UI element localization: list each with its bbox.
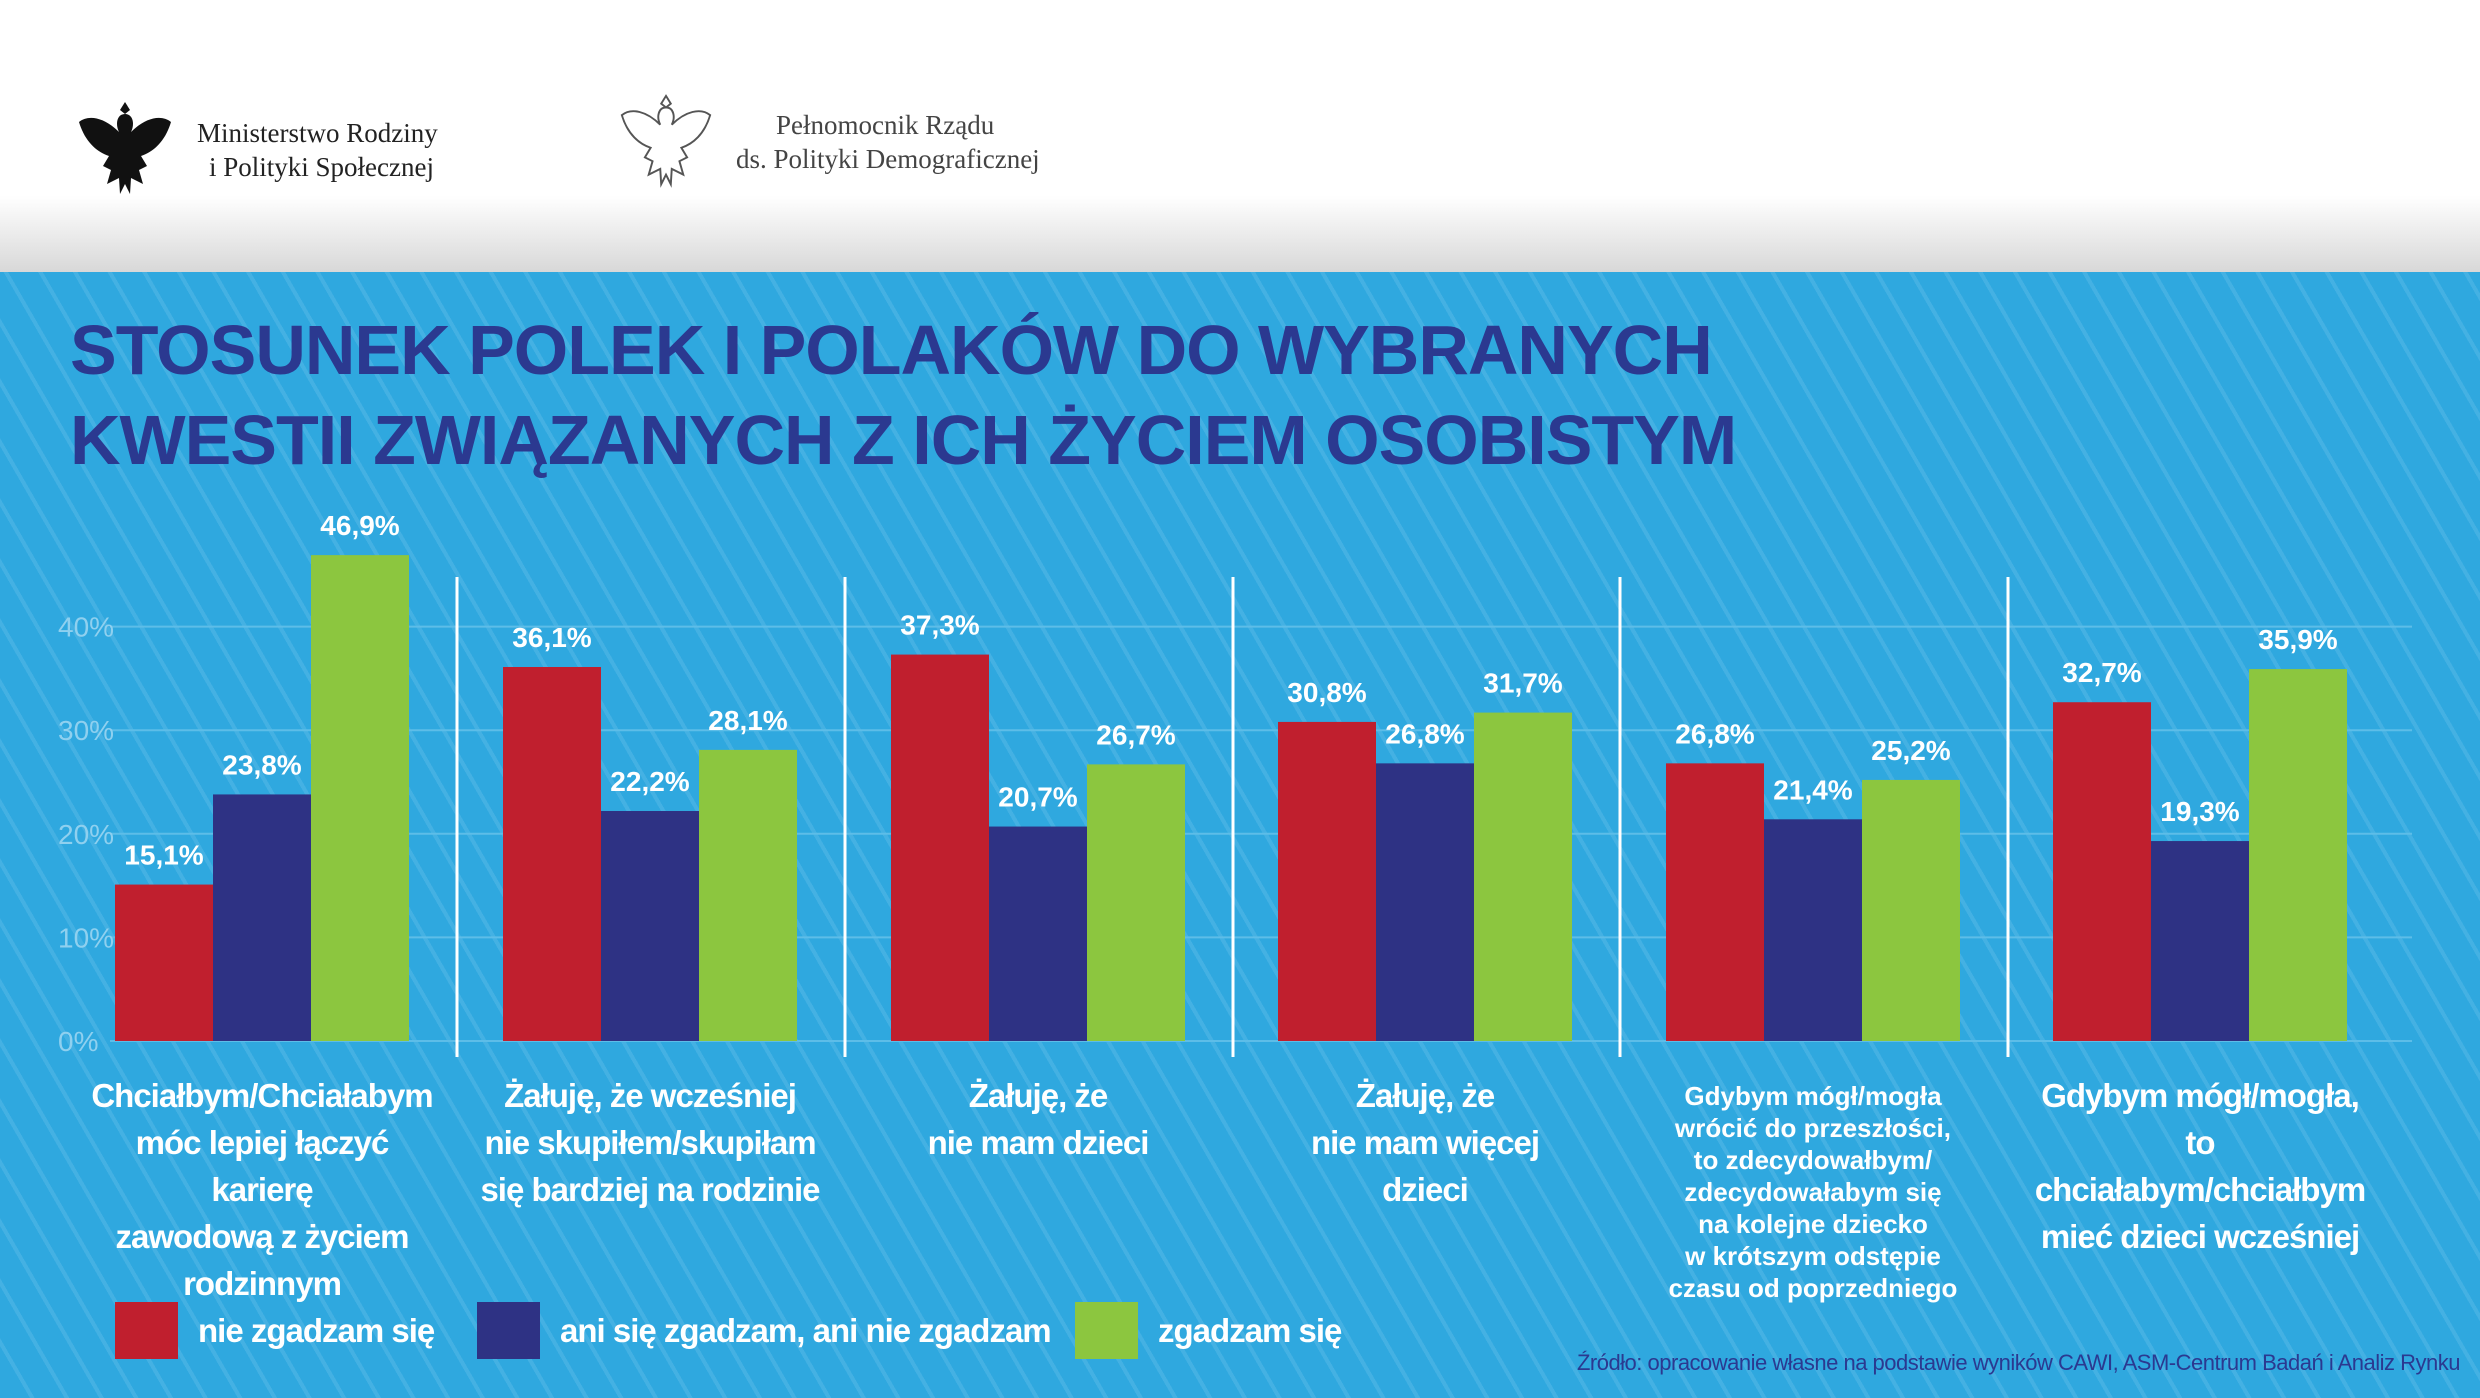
data-label: 26,8% (1385, 718, 1464, 749)
plenipotentiary-logo: Pełnomocnik Rządu ds. Polityki Demografi… (618, 90, 1040, 194)
page-title: STOSUNEK POLEK I POLAKÓW DO WYBRANYCH KW… (70, 305, 1737, 485)
data-label: 26,8% (1675, 718, 1754, 749)
data-label: 46,9% (320, 510, 399, 541)
bar (115, 884, 213, 1041)
legend-item-disagree: nie zgadzam się (115, 1302, 435, 1359)
data-label: 23,8% (222, 749, 301, 780)
data-label: 20,7% (998, 782, 1077, 813)
bar (1764, 819, 1862, 1041)
legend-label: ani się zgadzam, ani nie zgadzam (560, 1311, 1052, 1349)
bar (1278, 721, 1376, 1041)
plenipotentiary-name-line1: Pełnomocnik Rządu (776, 110, 995, 140)
data-label: 28,1% (708, 705, 787, 736)
ministry-name-line2: i Polityki Społecznej (209, 152, 434, 182)
data-label: 35,9% (2258, 624, 2337, 655)
eagle-emblem-icon (620, 94, 712, 188)
bar (989, 826, 1087, 1041)
title-line1: STOSUNEK POLEK I POLAKÓW DO WYBRANYCH (70, 311, 1713, 389)
y-tick-label: 10% (58, 922, 114, 953)
y-tick-label: 30% (58, 715, 114, 746)
bar (1376, 763, 1474, 1041)
bar (1474, 712, 1572, 1041)
bar (601, 811, 699, 1041)
legend-label: nie zgadzam się (198, 1311, 435, 1349)
source-note: Źródło: opracowanie własne na podstawie … (1576, 1350, 2461, 1375)
ministry-logo: Ministerstwo Rodziny i Polityki Społeczn… (75, 98, 438, 202)
legend-swatch-green (1075, 1302, 1138, 1359)
category-label: Gdybym mógł/mogła wrócić do przeszłości,… (1668, 1081, 1958, 1303)
category-label: Żałuję, że nie mam dzieci (927, 1077, 1150, 1161)
bar (699, 749, 797, 1041)
legend-label: zgadzam się (1158, 1311, 1342, 1349)
legend-swatch-navy (477, 1302, 540, 1359)
plenipotentiary-name-line2: ds. Polityki Demograficznej (736, 144, 1040, 174)
y-tick-label: 0% (58, 1026, 98, 1057)
category-label: Żałuję, że wcześniej nie skupiłem/skupił… (480, 1077, 820, 1208)
legend-item-agree: zgadzam się (1075, 1302, 1342, 1359)
data-label: 32,7% (2062, 657, 2141, 688)
header: Ministerstwo Rodziny i Polityki Społeczn… (0, 0, 2480, 272)
data-label: 22,2% (610, 766, 689, 797)
ministry-name-line1: Ministerstwo Rodziny (197, 118, 438, 148)
data-label: 36,1% (512, 622, 591, 653)
bar (1087, 764, 1185, 1041)
bar (2249, 669, 2347, 1041)
category-label: Chciałbym/Chciałabym móc lepiej łączyć k… (91, 1077, 433, 1302)
y-tick-label: 40% (58, 612, 114, 643)
data-label: 19,3% (2160, 796, 2239, 827)
bar (1862, 779, 1960, 1041)
data-label: 25,2% (1871, 735, 1950, 766)
data-label: 31,7% (1483, 668, 1562, 699)
eagle-emblem-icon (79, 102, 171, 194)
y-tick-label: 20% (58, 819, 114, 850)
bar (503, 667, 601, 1041)
bar (2053, 702, 2151, 1041)
bar (213, 794, 311, 1041)
data-label: 37,3% (900, 610, 979, 641)
data-label: 15,1% (124, 840, 203, 871)
bar (1666, 763, 1764, 1041)
legend-item-neutral: ani się zgadzam, ani nie zgadzam (477, 1302, 1052, 1359)
legend-swatch-red (115, 1302, 178, 1359)
bar (891, 654, 989, 1041)
data-label: 26,7% (1096, 719, 1175, 750)
title-line2: KWESTII ZWIĄZANYCH Z ICH ŻYCIEM OSOBISTY… (70, 401, 1737, 479)
category-label: Żałuję, że nie mam więcej dzieci (1310, 1077, 1540, 1208)
bar (2151, 841, 2249, 1041)
data-label: 21,4% (1773, 774, 1852, 805)
data-label: 30,8% (1287, 677, 1366, 708)
category-label: Gdybym mógł/mogła, to chciałabym/chciałb… (2034, 1077, 2366, 1255)
bar (311, 555, 409, 1041)
